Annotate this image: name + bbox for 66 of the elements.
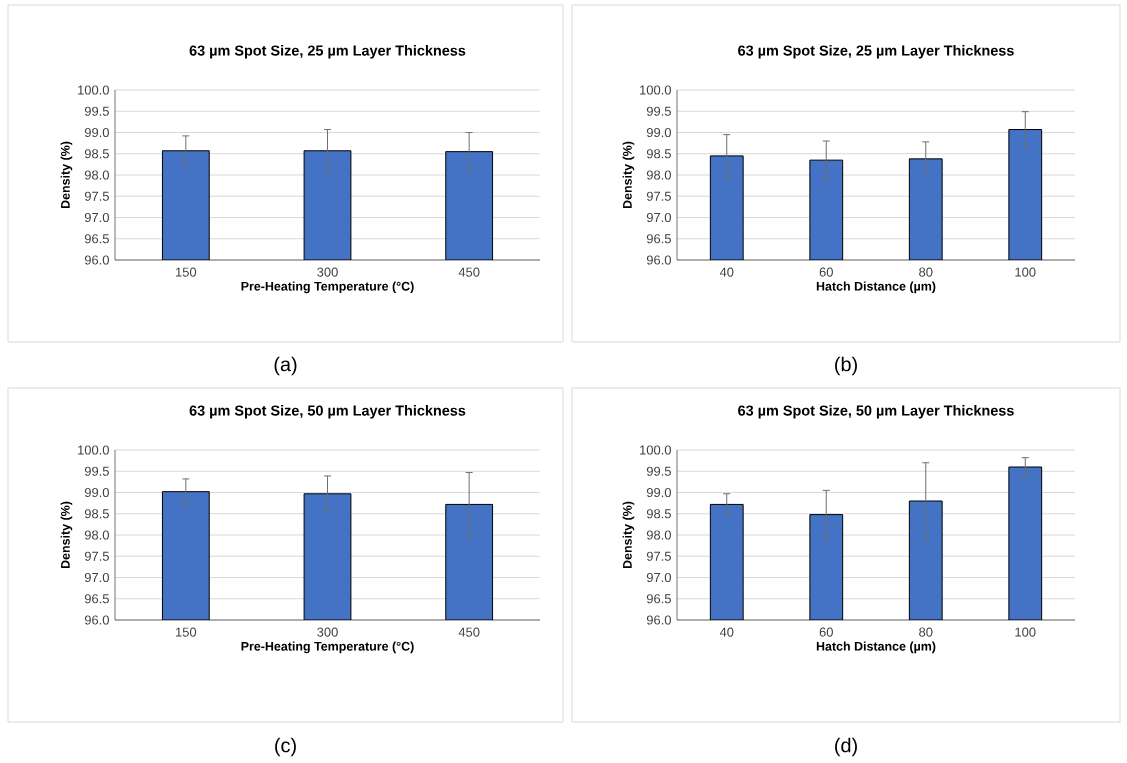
chart-title: 63 µm Spot Size, 50 µm Layer Thickness bbox=[738, 405, 1014, 419]
y-tick-label: 97.5 bbox=[646, 191, 671, 201]
y-tick-label: 100.0 bbox=[78, 85, 109, 95]
y-tick-label: 96.0 bbox=[84, 615, 109, 625]
y-axis-title: Density (%) bbox=[622, 501, 635, 569]
y-tick-label: 100.0 bbox=[78, 445, 109, 455]
x-tick-label: 60 bbox=[819, 267, 833, 277]
y-tick-label: 97.0 bbox=[84, 212, 109, 223]
y-tick-label: 98.0 bbox=[84, 170, 109, 180]
x-tick-label: 100 bbox=[1015, 627, 1036, 637]
x-tick-label: 40 bbox=[719, 267, 734, 277]
y-tick-label: 100.0 bbox=[640, 85, 671, 95]
y-axis-title: Density (%) bbox=[622, 141, 635, 209]
y-tick-label: 97.0 bbox=[84, 572, 109, 583]
x-axis-title: Hatch Distance (µm) bbox=[816, 281, 936, 294]
y-tick-label: 99.5 bbox=[646, 106, 671, 116]
text: (d) bbox=[835, 737, 857, 757]
x-tick-label: 40 bbox=[719, 627, 734, 637]
y-tick-label: 99.0 bbox=[646, 487, 671, 498]
y-tick-label: 96.5 bbox=[646, 594, 671, 604]
y-tick-label: 97.5 bbox=[84, 191, 109, 201]
text: (b) bbox=[835, 356, 857, 376]
chart-title: 63 µm Spot Size, 50 µm Layer Thickness bbox=[189, 405, 466, 419]
y-tick-label: 99.0 bbox=[84, 127, 109, 138]
y-tick-label: 98.5 bbox=[84, 509, 109, 519]
x-axis-title: Pre-Heating Temperature (°C) bbox=[241, 281, 414, 294]
y-tick-label: 97.5 bbox=[84, 551, 109, 561]
y-tick-label: 100.0 bbox=[640, 445, 671, 455]
x-axis-title: Pre-Heating Temperature (°C) bbox=[241, 641, 414, 654]
text: (a) bbox=[274, 356, 297, 376]
x-tick-label: 450 bbox=[458, 627, 480, 637]
y-axis-title: Density (%) bbox=[60, 501, 73, 569]
y-tick-label: 96.5 bbox=[646, 234, 671, 244]
text: (c) bbox=[275, 737, 296, 757]
x-tick-label: 450 bbox=[458, 267, 480, 277]
chart-title: 63 µm Spot Size, 25 µm Layer Thickness bbox=[738, 45, 1014, 59]
y-tick-label: 99.5 bbox=[84, 466, 109, 476]
y-tick-label: 98.0 bbox=[646, 530, 671, 540]
y-tick-label: 99.5 bbox=[84, 106, 109, 116]
x-tick-label: 300 bbox=[317, 627, 338, 637]
x-axis-title: Hatch Distance (µm) bbox=[816, 641, 936, 654]
y-tick-label: 96.5 bbox=[84, 594, 109, 604]
y-tick-label: 96.0 bbox=[646, 615, 671, 625]
y-tick-label: 97.0 bbox=[646, 572, 671, 583]
y-tick-label: 96.0 bbox=[84, 255, 109, 265]
y-tick-label: 99.0 bbox=[646, 127, 671, 138]
x-tick-label: 100 bbox=[1015, 267, 1036, 277]
x-tick-label: 60 bbox=[819, 627, 833, 637]
y-tick-label: 99.5 bbox=[646, 466, 671, 476]
y-tick-label: 98.5 bbox=[84, 149, 109, 159]
x-tick-label: 150 bbox=[176, 267, 197, 277]
x-tick-label: 80 bbox=[919, 627, 933, 637]
y-tick-label: 96.5 bbox=[84, 234, 109, 244]
y-tick-label: 98.0 bbox=[646, 170, 671, 180]
y-tick-label: 97.0 bbox=[646, 212, 671, 223]
y-tick-label: 99.0 bbox=[84, 487, 109, 498]
y-tick-label: 98.5 bbox=[646, 149, 671, 159]
chart-title: 63 µm Spot Size, 25 µm Layer Thickness bbox=[189, 45, 466, 59]
x-tick-label: 150 bbox=[176, 627, 197, 637]
x-tick-label: 300 bbox=[317, 267, 338, 277]
x-tick-label: 80 bbox=[919, 267, 933, 277]
y-tick-label: 98.0 bbox=[84, 530, 109, 540]
y-axis-title: Density (%) bbox=[60, 141, 73, 209]
y-tick-label: 98.5 bbox=[646, 509, 671, 519]
y-tick-label: 96.0 bbox=[646, 255, 671, 265]
y-tick-label: 97.5 bbox=[646, 551, 671, 561]
